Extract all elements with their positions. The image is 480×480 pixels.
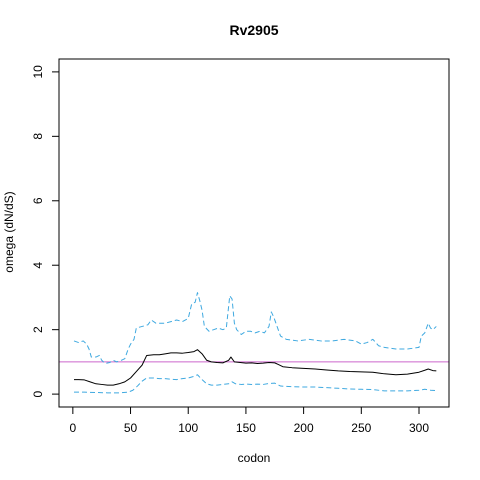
x-axis-label: codon bbox=[238, 451, 271, 465]
y-tick-label: 0 bbox=[31, 390, 45, 397]
y-axis-label: omega (dN/dS) bbox=[2, 191, 16, 272]
x-tick-label: 300 bbox=[409, 421, 429, 435]
x-tick-label: 0 bbox=[70, 421, 77, 435]
chart-title: Rv2905 bbox=[229, 22, 278, 38]
y-tick-label: 2 bbox=[31, 326, 45, 333]
x-tick-label: 250 bbox=[351, 421, 371, 435]
x-tick-label: 200 bbox=[294, 421, 314, 435]
x-tick-label: 50 bbox=[124, 421, 138, 435]
y-tick-label: 4 bbox=[31, 262, 45, 269]
y-tick-label: 10 bbox=[31, 65, 45, 79]
series-line-lower-bound bbox=[74, 374, 437, 394]
y-tick-label: 6 bbox=[31, 197, 45, 204]
y-tick-label: 8 bbox=[31, 133, 45, 140]
series-line-upper-bound bbox=[73, 292, 437, 364]
plot-frame bbox=[58, 58, 450, 408]
x-tick-label: 100 bbox=[178, 421, 198, 435]
x-tick-label: 150 bbox=[236, 421, 256, 435]
series-line-estimate bbox=[74, 349, 437, 386]
series-layer bbox=[73, 292, 437, 394]
